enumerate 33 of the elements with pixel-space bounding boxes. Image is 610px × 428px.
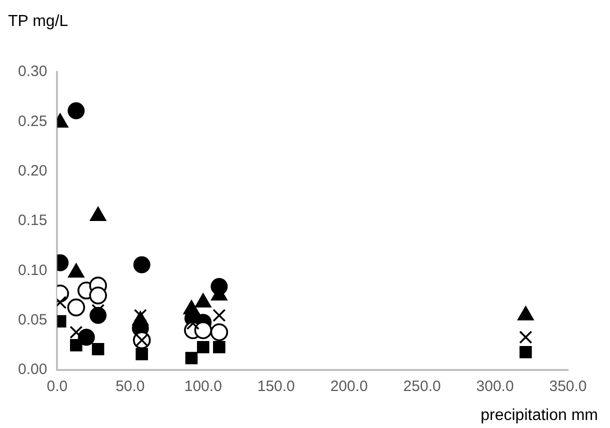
point [212, 308, 226, 322]
x-tick-label: 150.0 [257, 378, 295, 396]
point [196, 340, 210, 354]
point [70, 339, 82, 352]
x-tick-label: 250.0 [403, 378, 441, 396]
y-tick-label: 0.25 [18, 112, 48, 130]
point [519, 330, 532, 344]
y-axis-title: TP mg/L [8, 13, 68, 30]
y-tick-label: 0.05 [18, 311, 48, 328]
y-tick-label: 0.15 [18, 212, 48, 230]
x-tick-label: 100.0 [184, 378, 222, 396]
point [89, 286, 107, 304]
point [520, 346, 532, 358]
y-tick-label: 0.00 [18, 361, 48, 378]
y-tick-label: 0.10 [18, 262, 48, 279]
point [210, 323, 228, 342]
point [70, 326, 83, 339]
point [92, 342, 104, 356]
point [133, 256, 150, 274]
x-tick-label: 350.0 [549, 378, 587, 396]
y-tick-label: 0.30 [18, 63, 48, 80]
x-axis-title: precipitation mm [480, 407, 598, 424]
point [194, 321, 212, 340]
x-tick-label: 0.0 [46, 378, 68, 396]
x-tick-label: 50.0 [116, 378, 145, 396]
point [185, 352, 198, 364]
point [68, 102, 85, 120]
point [67, 298, 86, 316]
point [213, 340, 226, 354]
x-tick-label: 200.0 [330, 378, 368, 396]
y-tick-label: 0.20 [18, 162, 48, 180]
point [136, 348, 148, 360]
x-tick-label: 300.0 [476, 378, 514, 396]
